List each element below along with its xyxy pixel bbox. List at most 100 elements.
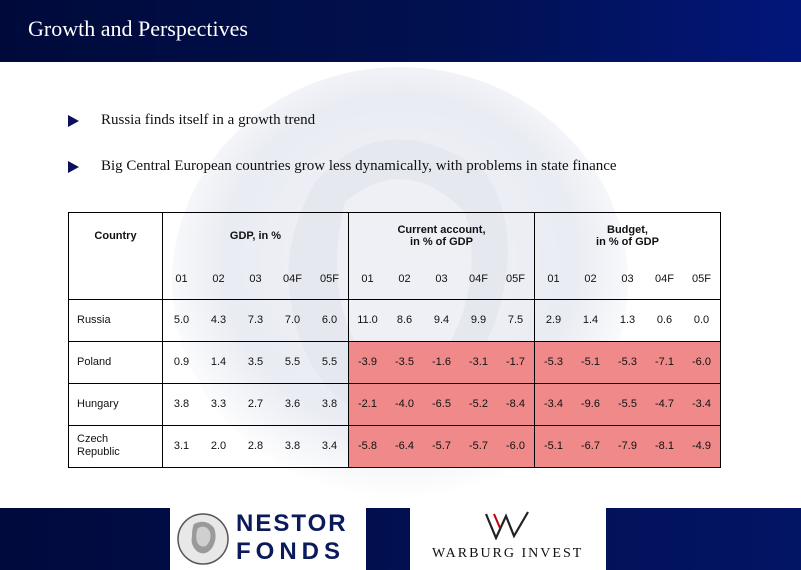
country-name: Russia <box>68 299 163 342</box>
current-account-value: 8.6 <box>386 299 423 342</box>
budget-value: -7.9 <box>609 425 646 468</box>
nestor-fonds-logo: NESTOR FONDS <box>170 508 366 570</box>
budget-value: -3.4 <box>683 383 721 426</box>
gdp-value: 5.0 <box>162 299 200 342</box>
footer-bar <box>0 508 801 570</box>
budget-value: 0.0 <box>683 299 721 342</box>
gdp-value: 2.8 <box>237 425 274 468</box>
gdp-value: 7.3 <box>237 299 274 342</box>
year-header: 05F <box>497 258 535 300</box>
current-account-value: -5.7 <box>423 425 460 468</box>
budget-value: -5.1 <box>534 425 572 468</box>
current-account-group-header: Current account, in % of GDP <box>348 212 535 259</box>
budget-value: -4.7 <box>646 383 683 426</box>
current-account-value: 7.5 <box>497 299 535 342</box>
current-account-value: -2.1 <box>348 383 386 426</box>
budget-value: -6.7 <box>572 425 609 468</box>
current-account-value: 11.0 <box>348 299 386 342</box>
year-header: 01 <box>162 258 200 300</box>
warburg-invest-logo-icon <box>484 511 529 540</box>
current-account-value: -5.7 <box>460 425 497 468</box>
year-header: 04F <box>460 258 497 300</box>
country-name: Czech Republic <box>68 425 163 468</box>
bullet-text-2: Big Central European countries grow less… <box>101 158 617 174</box>
bullet-arrow-icon <box>68 160 79 173</box>
budget-value: -7.1 <box>646 341 683 384</box>
current-account-value: -4.0 <box>386 383 423 426</box>
year-header: 05F <box>683 258 721 300</box>
country-header: Country <box>68 212 163 259</box>
gdp-value: 5.5 <box>311 341 349 384</box>
budget-value: -5.3 <box>609 341 646 384</box>
bullet-text-1: Russia finds itself in a growth trend <box>101 112 316 128</box>
table-row-hungary: Hungary 3.8 3.3 2.7 3.6 3.8 -2.1 -4.0 -6… <box>68 383 721 426</box>
year-header-row: 01 02 03 04F 05F 01 02 03 04F 05F 01 02 … <box>68 258 721 300</box>
current-account-value: 9.4 <box>423 299 460 342</box>
current-account-value: -6.5 <box>423 383 460 426</box>
gdp-value: 4.3 <box>200 299 237 342</box>
current-account-value: -3.5 <box>386 341 423 384</box>
empty-cell <box>68 258 163 300</box>
current-account-value: -5.8 <box>348 425 386 468</box>
page-title: Growth and Perspectives <box>28 16 248 41</box>
current-account-value: 9.9 <box>460 299 497 342</box>
budget-value: -4.9 <box>683 425 721 468</box>
nestor-coin-logo-icon <box>177 513 229 565</box>
budget-group-header: Budget, in % of GDP <box>534 212 721 259</box>
year-header: 04F <box>274 258 311 300</box>
year-header: 03 <box>609 258 646 300</box>
year-header: 05F <box>311 258 349 300</box>
fonds-logo-text: FONDS <box>236 538 345 565</box>
year-header: 03 <box>237 258 274 300</box>
current-account-value: -1.7 <box>497 341 535 384</box>
country-name: Hungary <box>68 383 163 426</box>
gdp-value: 3.8 <box>162 383 200 426</box>
current-account-value: -1.6 <box>423 341 460 384</box>
year-header: 04F <box>646 258 683 300</box>
gdp-value: 1.4 <box>200 341 237 384</box>
gdp-value: 2.0 <box>200 425 237 468</box>
bullet-item-2: Big Central European countries grow less… <box>68 158 617 175</box>
gdp-value: 5.5 <box>274 341 311 384</box>
gdp-value: 0.9 <box>162 341 200 384</box>
gdp-value: 2.7 <box>237 383 274 426</box>
budget-value: -3.4 <box>534 383 572 426</box>
current-account-value: -6.0 <box>497 425 535 468</box>
gdp-value: 3.8 <box>311 383 349 426</box>
budget-value: -5.5 <box>609 383 646 426</box>
gdp-value: 3.1 <box>162 425 200 468</box>
budget-value: 1.4 <box>572 299 609 342</box>
current-account-value: -3.9 <box>348 341 386 384</box>
economic-indicators-table: Country GDP, in % Current account, in % … <box>68 212 721 468</box>
title-bar: Growth and Perspectives <box>0 0 801 62</box>
year-header: 01 <box>534 258 572 300</box>
gdp-value: 3.8 <box>274 425 311 468</box>
budget-value: -5.1 <box>572 341 609 384</box>
budget-value: 2.9 <box>534 299 572 342</box>
year-header: 02 <box>386 258 423 300</box>
gdp-value: 3.6 <box>274 383 311 426</box>
gdp-value: 3.4 <box>311 425 349 468</box>
current-account-value: -5.2 <box>460 383 497 426</box>
budget-value: 0.6 <box>646 299 683 342</box>
gdp-group-header: GDP, in % <box>162 212 349 259</box>
budget-value: -5.3 <box>534 341 572 384</box>
current-account-value: -8.4 <box>497 383 535 426</box>
gdp-value: 3.5 <box>237 341 274 384</box>
gdp-value: 6.0 <box>311 299 349 342</box>
year-header: 02 <box>200 258 237 300</box>
year-header: 03 <box>423 258 460 300</box>
budget-value: 1.3 <box>609 299 646 342</box>
warburg-logo-text: Warburg Invest <box>432 546 584 561</box>
country-name: Poland <box>68 341 163 384</box>
table-row-czech-republic: Czech Republic 3.1 2.0 2.8 3.8 3.4 -5.8 … <box>68 425 721 468</box>
bullet-arrow-icon <box>68 114 79 127</box>
gdp-value: 3.3 <box>200 383 237 426</box>
current-account-value: -3.1 <box>460 341 497 384</box>
gdp-value: 7.0 <box>274 299 311 342</box>
current-account-value: -6.4 <box>386 425 423 468</box>
table-row-russia: Russia 5.0 4.3 7.3 7.0 6.0 11.0 8.6 9.4 … <box>68 299 721 342</box>
nestor-logo-text: NESTOR <box>236 510 348 537</box>
bullet-item-1: Russia finds itself in a growth trend <box>68 112 315 129</box>
year-header: 02 <box>572 258 609 300</box>
